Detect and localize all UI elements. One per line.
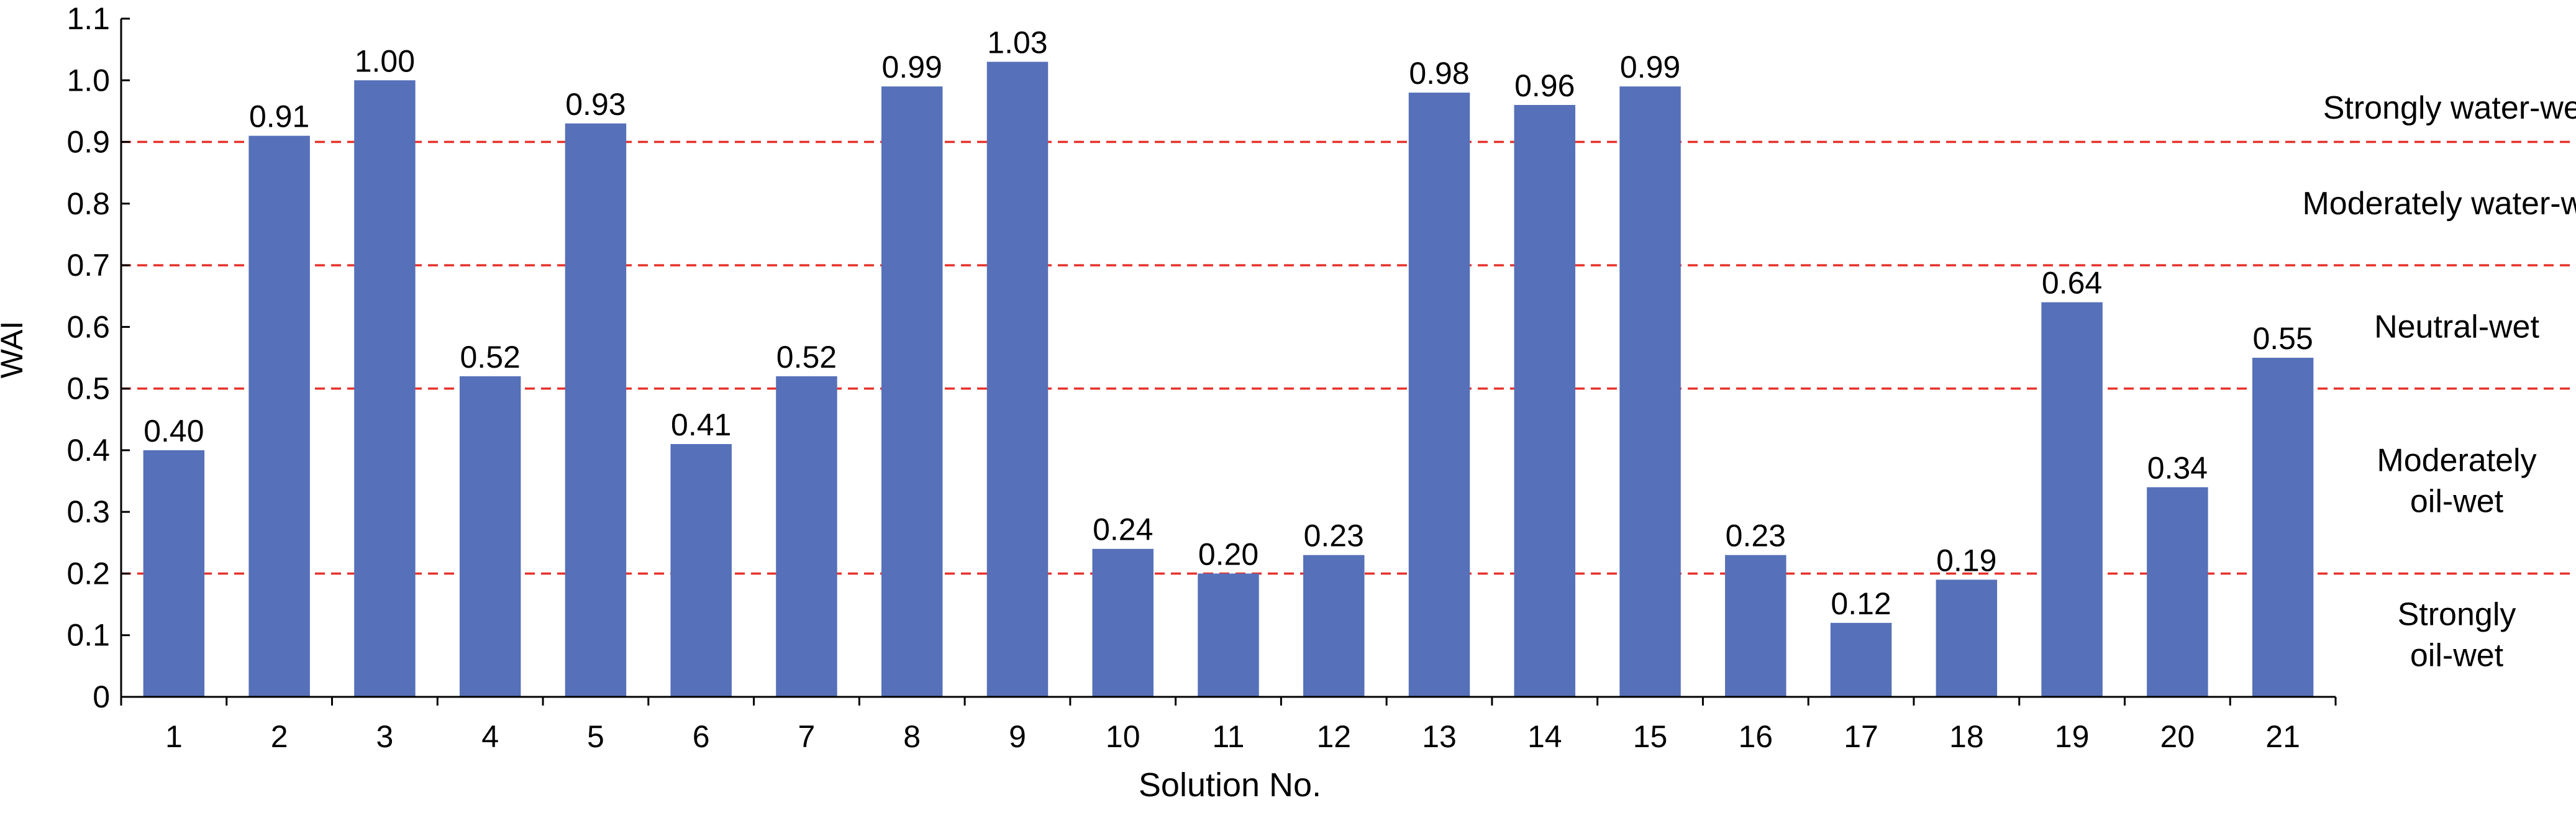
zone-label: Strongly water-wet: [2323, 90, 2576, 126]
zone-label: oil-wet: [2410, 484, 2504, 520]
bar: [2252, 358, 2314, 697]
bar: [776, 376, 837, 697]
bars: [143, 61, 2314, 697]
x-tick-label: 20: [2160, 719, 2195, 754]
axes: [120, 19, 2336, 698]
bar: [459, 376, 521, 697]
x-tick-label: 9: [1009, 719, 1026, 754]
x-tick-label: 8: [903, 719, 921, 754]
y-tick-label: 0.8: [66, 186, 110, 221]
zone-label: oil-wet: [2410, 638, 2504, 674]
bar: [1198, 573, 1259, 697]
x-tick-label: 7: [798, 719, 816, 754]
bar-value-label: 0.12: [1831, 586, 1891, 621]
bar: [2147, 487, 2208, 697]
y-tick-label: 0.5: [66, 371, 110, 406]
bar-value-label: 0.41: [671, 407, 731, 442]
y-axis-ticks: 0 0.1 0.2 0.3 0.4 0.5 0.6 0.7 0.8 0.9 1.0 1.1: [66, 1, 130, 714]
bar-value-label: 0.99: [882, 50, 942, 84]
bar-value-label: 0.23: [1726, 519, 1786, 553]
x-tick-label: 19: [2055, 719, 2090, 754]
value-labels: 0.40 0.91 1.00 0.52 0.93 0.41 0.52 0.99 1.03 0.24…: [143, 25, 2313, 620]
bar-value-label: 0.23: [1304, 519, 1364, 553]
bar-value-label: 1.03: [987, 25, 1047, 60]
x-tick-label: 13: [1422, 719, 1457, 754]
x-tick-label: 1: [165, 719, 183, 754]
x-tick-label: 14: [1527, 719, 1562, 754]
y-tick-label: 0.3: [66, 494, 110, 529]
bar: [354, 80, 416, 697]
x-tick-label: 2: [271, 719, 288, 754]
x-tick-label: 15: [1633, 719, 1668, 754]
y-tick-label: 0.9: [66, 125, 110, 160]
y-tick-label: 0.6: [66, 309, 110, 344]
x-tick-label: 4: [481, 719, 499, 754]
x-tick-label: 11: [1213, 719, 1245, 754]
zone-label: Strongly: [2398, 597, 2516, 633]
bar-value-label: 1.00: [355, 43, 415, 78]
x-tick-label: 3: [376, 719, 393, 754]
zone-label: Moderately water-wet: [2302, 186, 2576, 222]
bar: [2041, 302, 2103, 697]
bar-value-label: 0.96: [1514, 68, 1575, 103]
x-tick-label: 18: [1949, 719, 1984, 754]
bar-value-label: 0.64: [2042, 266, 2102, 301]
bar: [1936, 579, 1998, 697]
bar: [1092, 548, 1154, 697]
bar: [1830, 622, 1892, 697]
x-tick-label: 16: [1738, 719, 1773, 754]
bar: [1514, 104, 1576, 697]
y-tick-label: 1.0: [66, 63, 110, 98]
x-tick-label: 17: [1844, 719, 1878, 754]
y-tick-label: 0.2: [66, 556, 110, 591]
bar-value-label: 0.55: [2252, 321, 2313, 356]
bar-value-label: 0.52: [776, 340, 837, 375]
zone-label: Neutral-wet: [2374, 309, 2539, 345]
bar-value-label: 0.93: [565, 87, 626, 122]
bar-value-label: 0.34: [2147, 450, 2208, 485]
bar: [670, 443, 732, 697]
x-axis-ticks: 1 2 3 4 5 6 7 8 9 10 11 12 13 14 15 16 17 18 19 20 21: [120, 697, 2337, 754]
bar-value-label: 0.98: [1409, 56, 1469, 91]
x-tick-label: 5: [587, 719, 604, 754]
bar: [143, 450, 205, 697]
bar-value-label: 0.19: [1936, 543, 1996, 578]
x-tick-label: 10: [1106, 719, 1140, 754]
bar-value-label: 0.91: [249, 99, 309, 134]
y-tick-label: 0: [93, 679, 110, 714]
bar: [1303, 555, 1365, 697]
bar: [565, 123, 627, 697]
y-tick-label: 1.1: [66, 1, 110, 36]
x-axis-label: Solution No.: [1139, 766, 1321, 804]
zone-label: Moderately: [2377, 443, 2536, 479]
bar: [248, 135, 310, 697]
bar: [1408, 93, 1470, 697]
bar-value-label: 0.52: [460, 340, 521, 375]
x-tick-label: 21: [2265, 719, 2300, 754]
x-tick-label: 12: [1316, 719, 1351, 754]
bar-value-label: 0.99: [1620, 50, 1680, 84]
bar: [881, 86, 943, 697]
bar: [1619, 86, 1681, 697]
x-tick-label: 6: [693, 719, 710, 754]
y-tick-label: 0.4: [66, 433, 110, 468]
zone-labels: Strongly water-wet Moderately water-wet Ne…: [2302, 90, 2576, 674]
bar-value-label: 0.20: [1198, 537, 1258, 571]
bar-value-label: 0.40: [143, 414, 204, 448]
y-axis-label: WAI: [0, 321, 29, 379]
bar-value-label: 0.24: [1093, 512, 1153, 547]
y-tick-label: 0.7: [66, 248, 110, 283]
bar: [1725, 555, 1786, 697]
bar: [986, 61, 1049, 697]
y-tick-label: 0.1: [66, 618, 110, 653]
